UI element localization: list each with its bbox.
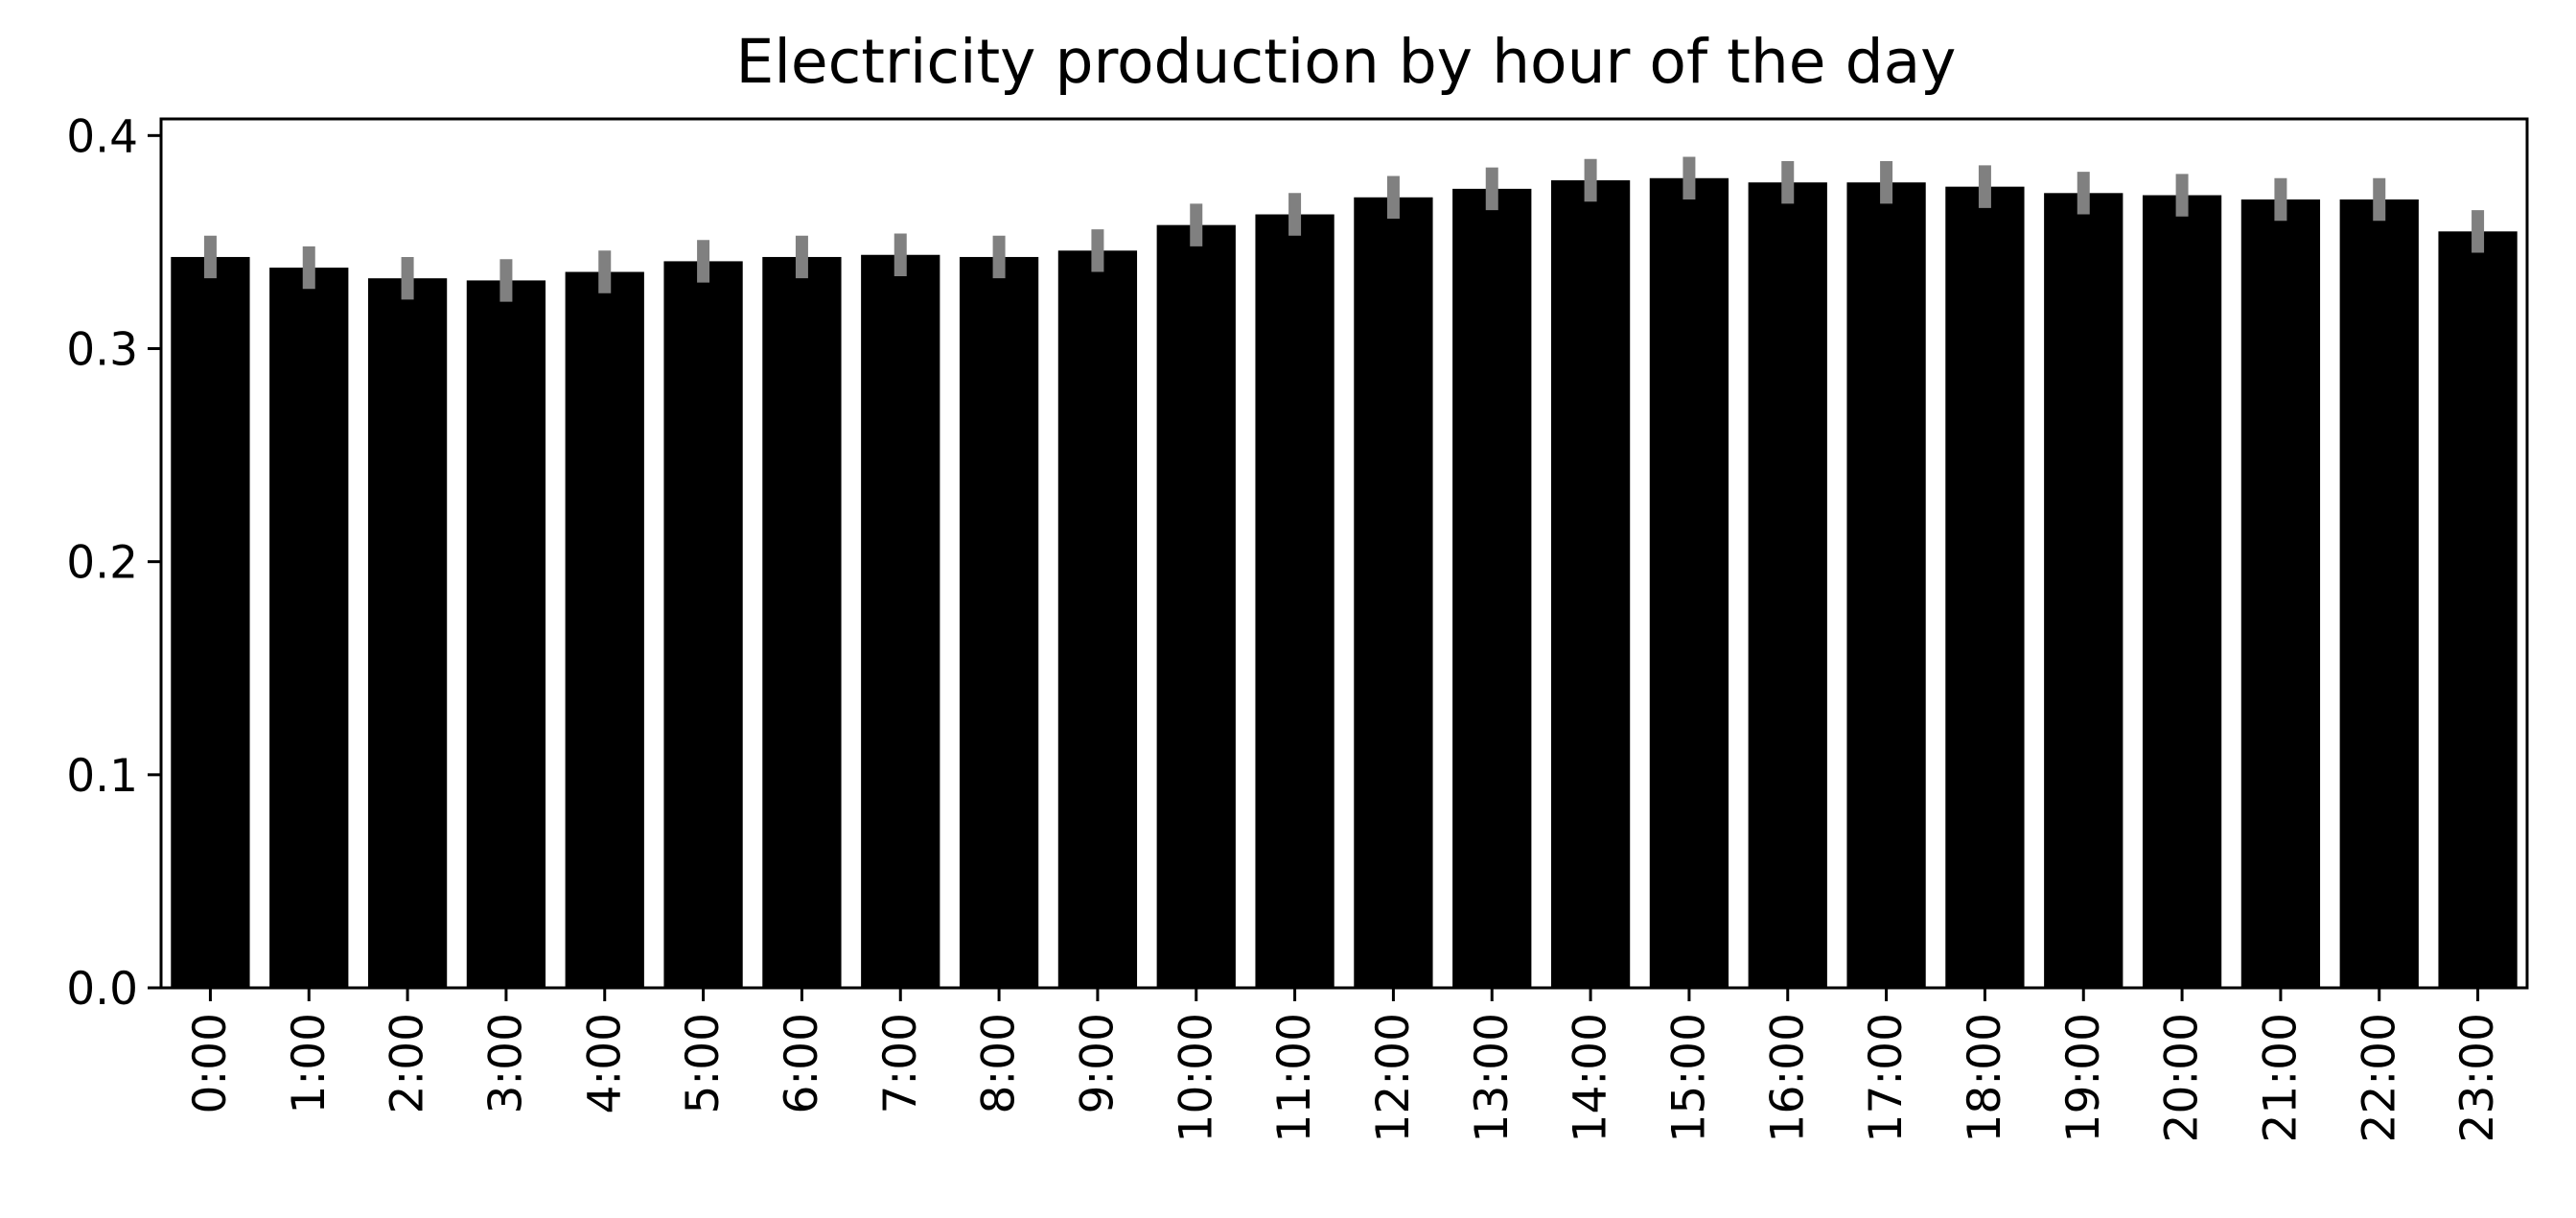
- x-tick-label: 9:00: [1071, 1013, 1124, 1114]
- bar-18-00: [1945, 186, 2025, 988]
- bar-6-00: [762, 256, 842, 989]
- x-tick-label: 13:00: [1466, 1013, 1519, 1142]
- bar-14-00: [1550, 179, 1631, 989]
- x-tick-label: 2:00: [382, 1013, 434, 1114]
- y-tick-label: 0.1: [66, 750, 138, 803]
- bar-22-00: [2339, 199, 2419, 989]
- bar-5-00: [663, 261, 743, 988]
- x-tick-label: 23:00: [2451, 1013, 2504, 1142]
- bar-11-00: [1255, 214, 1334, 988]
- y-tick-label: 0.4: [66, 110, 138, 163]
- bar-3-00: [466, 280, 546, 988]
- bar-10-00: [1156, 224, 1236, 988]
- bar-16-00: [1748, 182, 1827, 988]
- bar-9-00: [1057, 250, 1138, 988]
- x-tick-label: 20:00: [2156, 1013, 2209, 1142]
- bar-15-00: [1649, 177, 1729, 988]
- bar-19-00: [2044, 193, 2123, 988]
- x-axis: 0:00 1:00 2:00 3:00 4:00 5:00 6:00 7:00 8:00 9:00…: [184, 988, 2504, 1142]
- y-tick-label: 0.3: [66, 324, 138, 377]
- bar-8-00: [959, 256, 1039, 989]
- y-tick-label: 0.2: [66, 537, 138, 590]
- x-tick-label: 4:00: [578, 1013, 631, 1114]
- bar-2-00: [367, 278, 448, 988]
- x-tick-label: 10:00: [1170, 1013, 1222, 1142]
- y-axis: 0.0 0.1 0.2 0.3 0.4: [66, 110, 161, 1016]
- plot-frame: [159, 117, 2529, 990]
- x-tick-label: 7:00: [874, 1013, 927, 1114]
- x-tick-label: 15:00: [1662, 1013, 1715, 1142]
- x-tick-label: 19:00: [2057, 1013, 2110, 1142]
- bar-12-00: [1354, 197, 1433, 988]
- bar-17-00: [1846, 182, 1926, 988]
- bar-13-00: [1452, 188, 1532, 988]
- x-tick-label: 0:00: [184, 1013, 237, 1114]
- x-tick-label: 22:00: [2353, 1013, 2405, 1142]
- x-tick-label: 17:00: [1860, 1013, 1913, 1142]
- x-tick-label: 5:00: [677, 1013, 730, 1114]
- bar-0-00: [171, 256, 250, 989]
- x-tick-label: 8:00: [973, 1013, 1026, 1114]
- bar-7-00: [861, 254, 940, 988]
- bar-23-00: [2438, 231, 2518, 989]
- x-tick-label: 1:00: [283, 1013, 336, 1114]
- bar-1-00: [269, 268, 349, 988]
- plot-area: [159, 117, 2529, 990]
- bar-21-00: [2240, 199, 2321, 989]
- x-tick-label: 3:00: [479, 1013, 532, 1114]
- x-tick-label: 12:00: [1367, 1013, 1420, 1142]
- y-tick-label: 0.0: [66, 963, 138, 1016]
- x-tick-label: 11:00: [1268, 1013, 1321, 1142]
- bar-4-00: [565, 271, 644, 988]
- chart-title: Electricity production by hour of the da…: [736, 27, 1957, 97]
- x-tick-label: 16:00: [1761, 1013, 1814, 1142]
- bar-20-00: [2142, 195, 2222, 989]
- x-tick-label: 14:00: [1565, 1013, 1617, 1142]
- x-tick-label: 18:00: [1959, 1013, 2011, 1142]
- x-tick-label: 6:00: [776, 1013, 828, 1114]
- x-tick-label: 21:00: [2254, 1013, 2307, 1142]
